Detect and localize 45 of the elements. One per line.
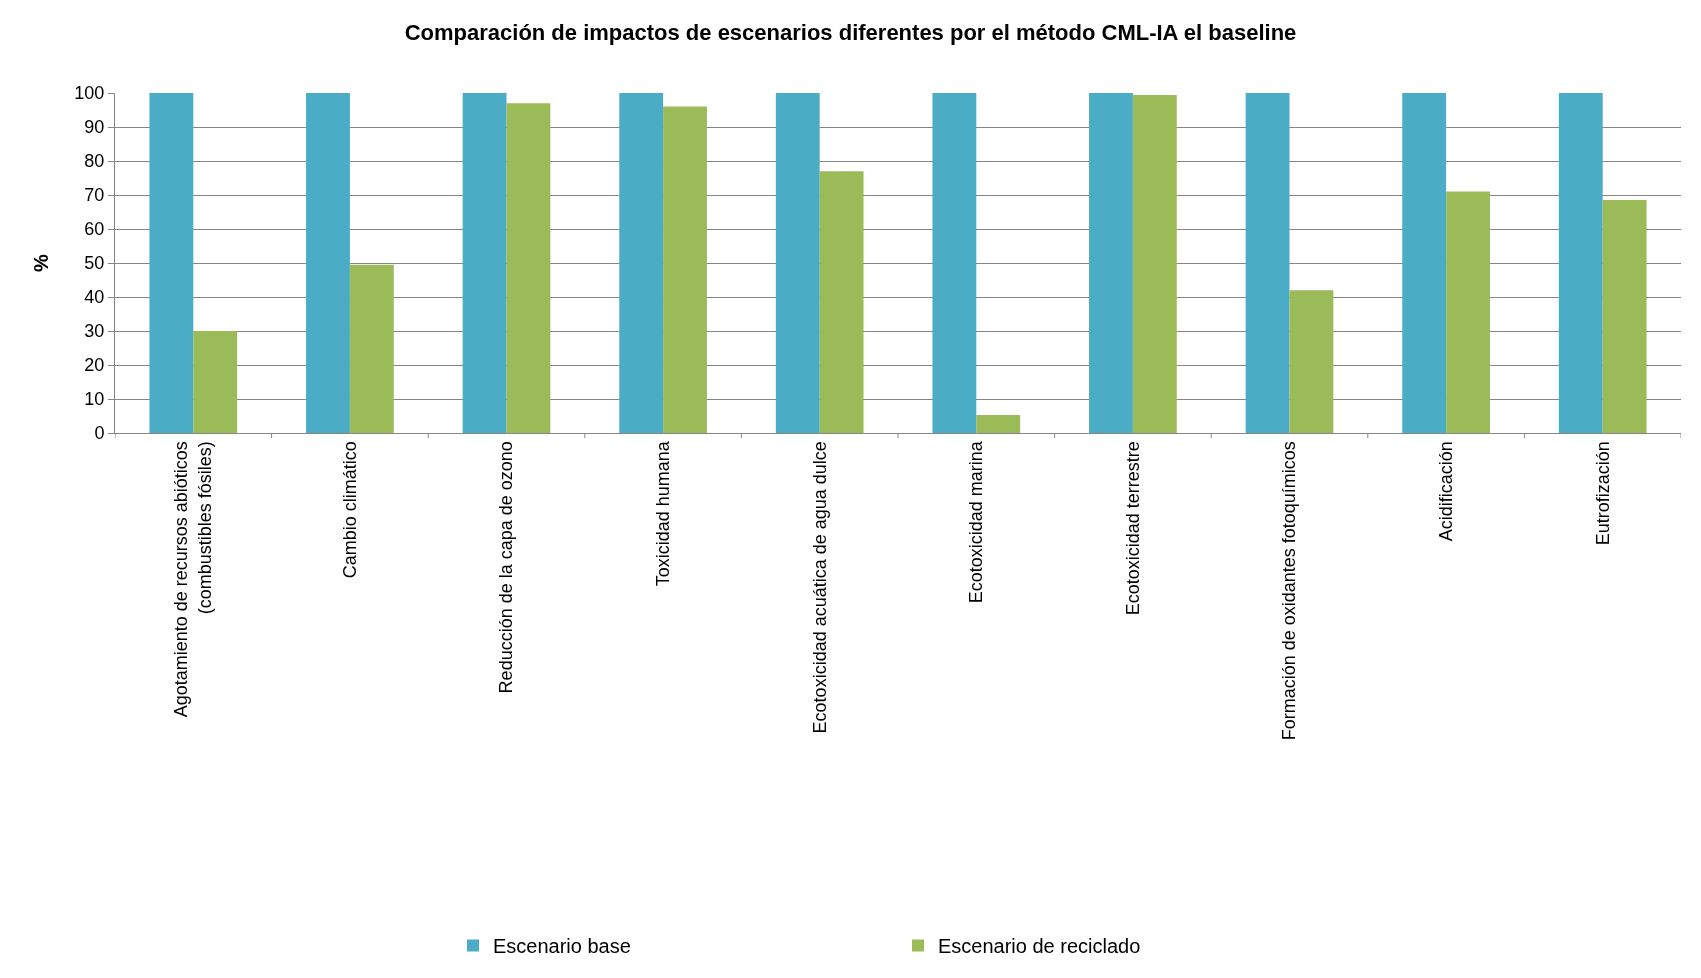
bar (349, 264, 394, 433)
bar (932, 93, 977, 433)
y-tick-label: 90 (84, 117, 105, 138)
y-tick-label: 60 (84, 219, 105, 240)
x-tick-label: Cambio climático (339, 441, 360, 579)
x-tick-label: Ecotoxicidad acuática de agua dulce (809, 441, 830, 734)
bar (1245, 93, 1290, 433)
x-tick-label: Ecotoxicidad marina (966, 440, 987, 604)
x-tick-label: Formación de oxidantes fotoquímicos (1279, 441, 1300, 741)
bar (1289, 290, 1334, 433)
y-tick-label: 70 (84, 185, 105, 206)
x-tick-label: Toxicidad humana (652, 440, 673, 587)
bar (663, 106, 707, 433)
x-tick-label: Reducción de la capa de ozono (496, 441, 517, 694)
bar (775, 93, 820, 433)
bar (819, 171, 864, 433)
bar (619, 93, 664, 433)
bar (1558, 93, 1603, 433)
bar (976, 414, 1021, 433)
y-tick-label: 100 (74, 83, 105, 104)
legend-label: Escenario de reciclado (938, 935, 1141, 958)
chart-title: Comparación de impactos de escenarios diferentes por el método CML-IA el baseline (404, 19, 1297, 45)
y-tick-label: 80 (84, 151, 105, 172)
bar (1132, 95, 1177, 433)
y-tick-label: 50 (84, 253, 105, 274)
bar (1402, 93, 1447, 433)
x-tick-label: Acidificación (1435, 441, 1456, 542)
x-tick-label: Ecotoxicidad terrestre (1122, 441, 1143, 616)
x-tick-label: Agotamiento de recursos abióticos (combustibles fósiles) (171, 441, 215, 718)
y-tick-label: 30 (84, 321, 105, 342)
legend-label: Escenario base (493, 935, 631, 958)
y-tick-label: 40 (84, 287, 105, 308)
bar (193, 331, 238, 433)
y-tick-label: 20 (84, 355, 105, 376)
bar (306, 93, 350, 433)
y-axis-title: % (29, 253, 52, 272)
bar (506, 103, 551, 433)
x-tick-label: Eutrofización (1592, 441, 1613, 546)
bar (149, 93, 194, 433)
bar (1446, 191, 1490, 433)
y-tick-label: 0 (94, 423, 105, 444)
bar (1089, 93, 1133, 433)
bar (1602, 200, 1647, 433)
bar (462, 93, 507, 433)
y-tick-label: 10 (84, 389, 105, 410)
